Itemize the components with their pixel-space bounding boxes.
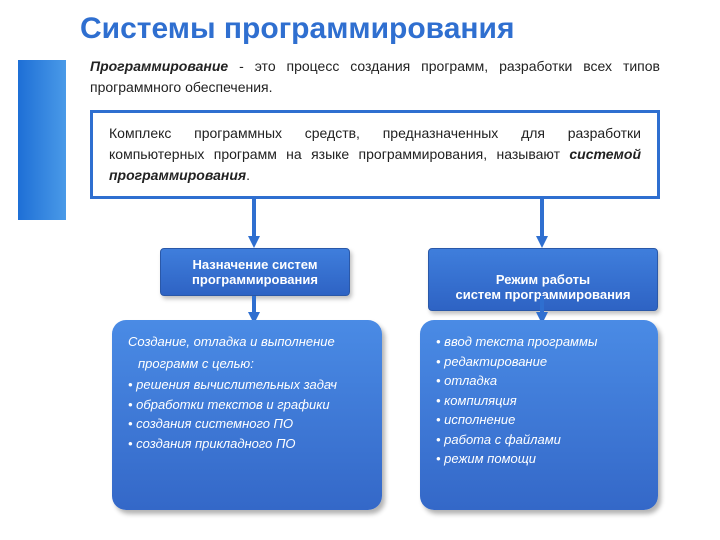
arrow-down-icon xyxy=(536,236,548,248)
list-item: компиляция xyxy=(436,391,642,411)
purpose-lead1: Создание, отладка и выполнение xyxy=(128,332,366,352)
purpose-heading: Назначение систем программирования xyxy=(160,248,350,296)
definition-post: . xyxy=(246,167,250,183)
list-item: ввод текста программы xyxy=(436,332,642,352)
purpose-list: решения вычислительных задач обработки т… xyxy=(128,375,366,453)
list-item: отладка xyxy=(436,371,642,391)
arrow-line-right-1 xyxy=(540,198,544,238)
list-item: редактирование xyxy=(436,352,642,372)
list-item: решения вычислительных задач xyxy=(128,375,366,395)
arrow-line-left-1 xyxy=(252,198,256,238)
list-item: обработки текстов и графики xyxy=(128,395,366,415)
list-item: исполнение xyxy=(436,410,642,430)
list-item: режим помощи xyxy=(436,449,642,469)
definition-pre: Комплекс программных средств, предназнач… xyxy=(109,125,641,162)
modes-list: ввод текста программы редактирование отл… xyxy=(436,332,642,469)
purpose-heading-label: Назначение систем программирования xyxy=(192,257,318,287)
intro-term: Программирование xyxy=(90,58,228,74)
decorative-stripe xyxy=(18,60,66,220)
intro-paragraph: Программирование - это процесс создания … xyxy=(90,56,660,98)
list-item: работа с файлами xyxy=(436,430,642,450)
list-item: создания прикладного ПО xyxy=(128,434,366,454)
page-title: Системы программирования xyxy=(80,12,514,46)
modes-panel: ввод текста программы редактирование отл… xyxy=(420,320,658,510)
purpose-lead2: программ с целью: xyxy=(128,354,366,374)
list-item: создания системного ПО xyxy=(128,414,366,434)
purpose-panel: Создание, отладка и выполнение программ … xyxy=(112,320,382,510)
arrow-down-icon xyxy=(248,236,260,248)
definition-box: Комплекс программных средств, предназнач… xyxy=(90,110,660,199)
